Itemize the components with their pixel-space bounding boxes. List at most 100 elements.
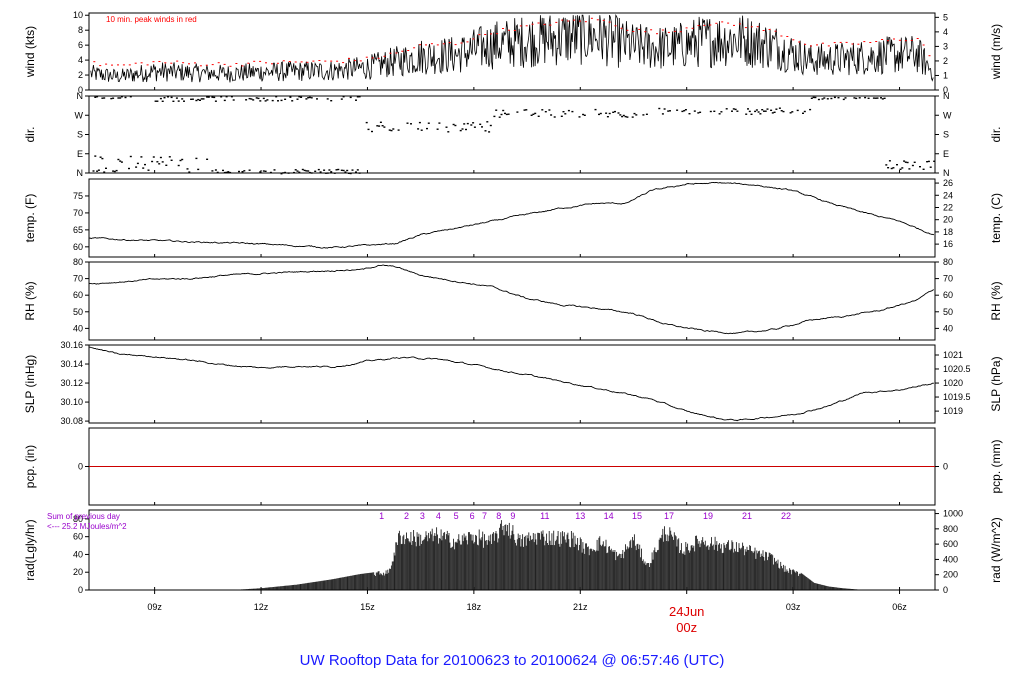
ytick-label-left-rad: 60 [73, 532, 83, 542]
rad-hour-label: 3 [420, 511, 425, 521]
dir-point [120, 96, 123, 98]
dir-point [562, 111, 565, 113]
peak-wind-point [893, 38, 895, 40]
ytick-label-left-pcp: 0 [78, 462, 83, 472]
peak-wind-point [596, 19, 599, 21]
dir-point [214, 100, 217, 102]
dir-point [335, 169, 338, 171]
peak-wind-point [738, 23, 741, 25]
dir-point [481, 126, 483, 128]
xtick-label: 09z [147, 602, 162, 612]
dir-point [709, 110, 712, 113]
peak-wind-point [898, 39, 901, 41]
dir-point [397, 129, 400, 131]
dir-point [484, 130, 487, 132]
peak-wind-point [839, 41, 842, 43]
dir-point [732, 108, 735, 110]
peak-wind-point [614, 25, 617, 27]
dir-point [693, 110, 696, 112]
peak-wind-point [466, 41, 469, 43]
rad-hour-label: 9 [510, 511, 515, 521]
dir-point [817, 98, 820, 101]
ylabel-left-wind: wind (kts) [23, 26, 37, 78]
dir-point [140, 156, 143, 158]
dir-point [541, 109, 544, 111]
dir-point [262, 97, 265, 100]
peak-wind-point [697, 25, 700, 27]
rad-hour-label: 19 [703, 511, 713, 521]
dir-point [544, 111, 547, 113]
dir-point [755, 109, 758, 111]
dir-point [165, 164, 168, 166]
peak-wind-point [312, 60, 315, 62]
dir-point [763, 110, 765, 112]
dir-point [326, 98, 329, 100]
dir-point [560, 115, 563, 117]
peak-wind-point [271, 63, 273, 65]
dir-point [388, 129, 391, 131]
peak-wind-point [128, 64, 131, 66]
panel-rh: RH (%) RH (%) 40 50 60 70 80 40 50 60 70 80 [23, 257, 1003, 341]
dir-point [275, 96, 278, 98]
dir-point [142, 167, 145, 169]
ytick-label-left-rad: 40 [73, 549, 83, 559]
peak-wind-point [472, 38, 475, 40]
dir-point [202, 98, 205, 100]
ytick-label-left-slp: 30.12 [60, 378, 83, 388]
dir-point [296, 98, 299, 100]
dir-point [564, 113, 567, 115]
dir-point [736, 110, 739, 112]
dir-point [97, 169, 100, 171]
peak-wind-point [199, 65, 202, 67]
dir-point [622, 114, 625, 117]
ytick-label-right-dir: N [943, 91, 950, 101]
dir-point [124, 96, 127, 99]
dir-point [294, 169, 297, 171]
dir-point [633, 112, 636, 115]
dir-point [525, 109, 528, 111]
dir-point [605, 112, 608, 114]
peak-wind-point [146, 64, 149, 66]
ytick-label-right-wind: 1 [943, 70, 948, 80]
panel-frame-dir [88, 95, 936, 174]
ytick-label-right-dir: E [943, 149, 949, 159]
peak-wind-point [656, 33, 658, 35]
ytick-label-right-slp: 1019.5 [943, 392, 971, 402]
peak-wind-point [158, 61, 161, 62]
ytick-label-right-rh: 60 [943, 290, 953, 300]
dir-point [676, 109, 679, 111]
peak-wind-point [537, 22, 540, 24]
ytick-label-right-temp: 16 [943, 239, 953, 249]
dir-point [280, 173, 283, 175]
dir-point [349, 96, 352, 99]
dir-point [314, 170, 317, 172]
dir-point [152, 156, 155, 158]
rad-hour-label: 21 [742, 511, 752, 521]
peak-wind-point [152, 61, 155, 63]
dir-point [241, 171, 244, 173]
dir-point [479, 123, 482, 125]
ytick-label-right-wind: 0 [943, 85, 948, 95]
ytick-label-left-rh: 80 [73, 257, 83, 267]
peak-wind-point [93, 61, 96, 63]
dir-point [766, 108, 769, 110]
dir-point [465, 128, 467, 131]
dir-point [269, 171, 272, 174]
ytick-label-right-temp: 20 [943, 215, 953, 225]
dir-point [96, 170, 99, 172]
dir-point [216, 171, 219, 174]
peak-wind-point [626, 29, 629, 31]
peak-wind-point [721, 21, 724, 23]
dir-point [135, 166, 138, 168]
dir-point [222, 169, 224, 172]
dir-point [147, 169, 150, 171]
dir-point [470, 124, 473, 126]
ytick-label-right-slp: 1019 [943, 406, 963, 416]
peak-wind-point [419, 44, 422, 46]
dir-point [823, 97, 826, 99]
ytick-label-right-wind: 2 [943, 56, 948, 66]
peak-wind-point [413, 47, 416, 49]
peak-wind-point [371, 57, 374, 59]
dir-point [833, 96, 836, 99]
dir-point [316, 98, 318, 100]
